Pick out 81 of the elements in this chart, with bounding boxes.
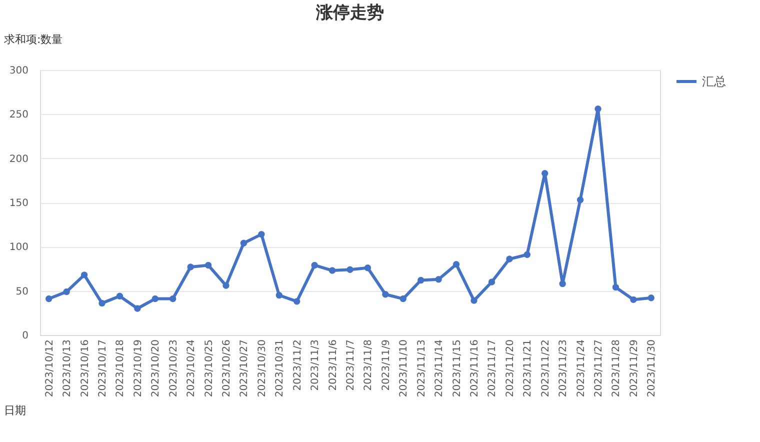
x-tick-label: 2023/11/27 (594, 340, 604, 398)
point (382, 291, 389, 298)
x-tick-label: 2023/11/21 (522, 340, 534, 398)
point (311, 262, 318, 269)
point (98, 300, 106, 307)
point (294, 298, 300, 305)
point (488, 278, 496, 286)
chart-title: 涨停走势 (315, 3, 384, 23)
x-tick-label: 2023/11/15 (452, 340, 463, 398)
x-tick-label: 2023/10/27 (239, 340, 250, 398)
x-tick-label: 2023/11/7 (346, 340, 356, 391)
point (170, 295, 176, 302)
point (542, 170, 548, 177)
x-tick-label: 2023/11/2 (292, 340, 304, 391)
point (506, 256, 513, 262)
text: 求和项:数量 (4, 33, 63, 46)
y-tick-label: 200 (9, 154, 28, 165)
x-tick-label: 2023/11/20 (504, 340, 516, 398)
x-tick-label: 2023/10/23 (168, 340, 180, 398)
point (187, 264, 194, 270)
y-tick-label: 300 (9, 66, 28, 76)
x-tick-label: 2023/11/29 (628, 340, 640, 398)
point (594, 106, 602, 112)
x-tick-label: 2023/11/14 (434, 340, 446, 398)
y-tick-label: 0 (22, 330, 28, 342)
x-tick-label: 2023/11/17 (487, 340, 498, 398)
y-tick-label: 50 (16, 286, 28, 298)
point (435, 276, 442, 283)
point (204, 262, 212, 269)
x-tick-label: 2023/11/10 (398, 340, 410, 398)
point (524, 251, 530, 258)
point (452, 260, 460, 268)
x-tick-label: 2023/11/3 (310, 340, 322, 391)
point (46, 295, 52, 302)
x-tick-label: 2023/11/13 (416, 340, 428, 398)
x-tick-label: 2023/10/12 (44, 340, 56, 398)
y-tick-label: 100 (9, 242, 28, 254)
point (63, 288, 70, 296)
point (400, 295, 406, 302)
point (116, 292, 124, 300)
point (648, 294, 654, 302)
point (222, 282, 230, 289)
x-tick-label: 2023/11/16 (470, 340, 480, 398)
x-tick-label: 2023/10/20 (150, 340, 162, 398)
x-tick-label: 2023/11/24 (576, 340, 587, 398)
x-tick-label: 2023/10/18 (115, 340, 126, 398)
point (152, 295, 158, 302)
point (559, 280, 566, 288)
point (346, 266, 354, 273)
x-tick-label: 2023/11/9 (380, 340, 392, 391)
point (364, 264, 372, 272)
x-tick-label: 2023/11/23 (558, 340, 570, 398)
y-tick-label: 250 (9, 110, 28, 121)
point (134, 305, 141, 312)
x-tick-label: 2023/11/30 (646, 340, 658, 398)
x-tick-label: 2023/10/19 (132, 340, 144, 398)
point (418, 276, 424, 284)
x-tick-label: 2023/11/22 (540, 340, 552, 398)
x-tick-label: 2023/10/31 (274, 340, 286, 398)
legend-label: 汇总 (702, 74, 726, 88)
y-tick-label: 150 (9, 198, 28, 209)
x-tick-label: 2023/10/24 (186, 340, 198, 398)
x-tick-label: 2023/11/8 (363, 340, 374, 391)
point (258, 230, 265, 238)
x-tick-label: 2023/10/25 (204, 340, 215, 398)
x-tick-label: 2023/10/13 (62, 340, 74, 398)
x-tick-label: 2023/11/28 (611, 340, 622, 398)
point (240, 240, 248, 246)
x-tick-label: 2023/10/26 (222, 340, 232, 398)
point (80, 272, 88, 278)
text: 日期 (4, 404, 26, 417)
x-tick-label: 2023/10/16 (80, 340, 91, 398)
x-tick-label: 2023/10/30 (256, 340, 268, 398)
point (276, 292, 282, 299)
point (630, 296, 637, 304)
point (470, 297, 478, 304)
point (576, 196, 584, 204)
x-tick-label: 2023/11/6 (328, 340, 339, 391)
point (328, 267, 336, 274)
x-tick-label: 2023/10/17 (98, 340, 108, 398)
point (612, 284, 620, 291)
